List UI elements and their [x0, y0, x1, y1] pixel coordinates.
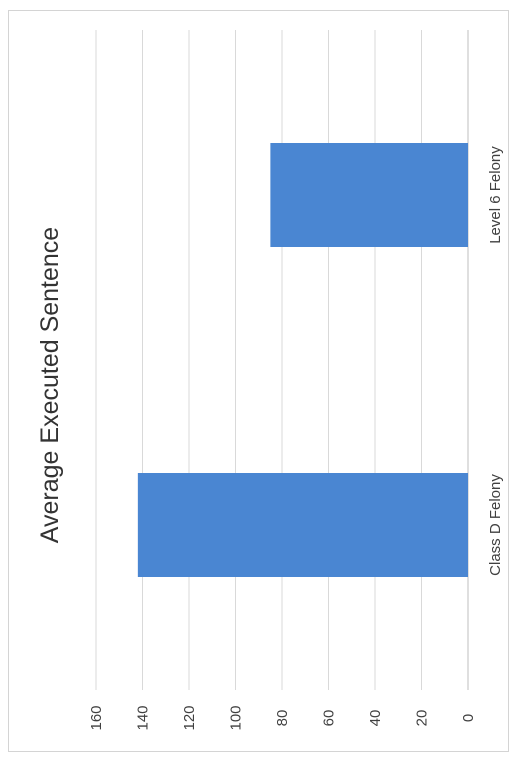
y-tick-label: 0 [460, 714, 477, 722]
y-tick-label: 20 [414, 710, 431, 727]
chart-frame [8, 10, 509, 752]
bar-level-6-felony [270, 143, 468, 247]
category-labels: Class D Felony Level 6 Felony [487, 146, 504, 576]
y-tick-labels: 0 20 40 60 80 100 120 140 160 [88, 705, 477, 730]
gridlines [95, 30, 469, 690]
category-label: Class D Felony [487, 474, 504, 576]
y-tick-label: 40 [367, 710, 384, 727]
y-tick-label: 100 [228, 705, 245, 730]
bar-class-d-felony [137, 473, 468, 577]
y-tick-label: 160 [88, 705, 105, 730]
chart-title: Average Executed Sentence [36, 227, 64, 543]
y-tick-label: 80 [274, 710, 291, 727]
y-tick-label: 120 [181, 705, 198, 730]
y-tick-label: 60 [321, 710, 338, 727]
y-tick-label: 140 [135, 705, 152, 730]
bars [137, 143, 468, 577]
category-label: Level 6 Felony [487, 146, 504, 244]
